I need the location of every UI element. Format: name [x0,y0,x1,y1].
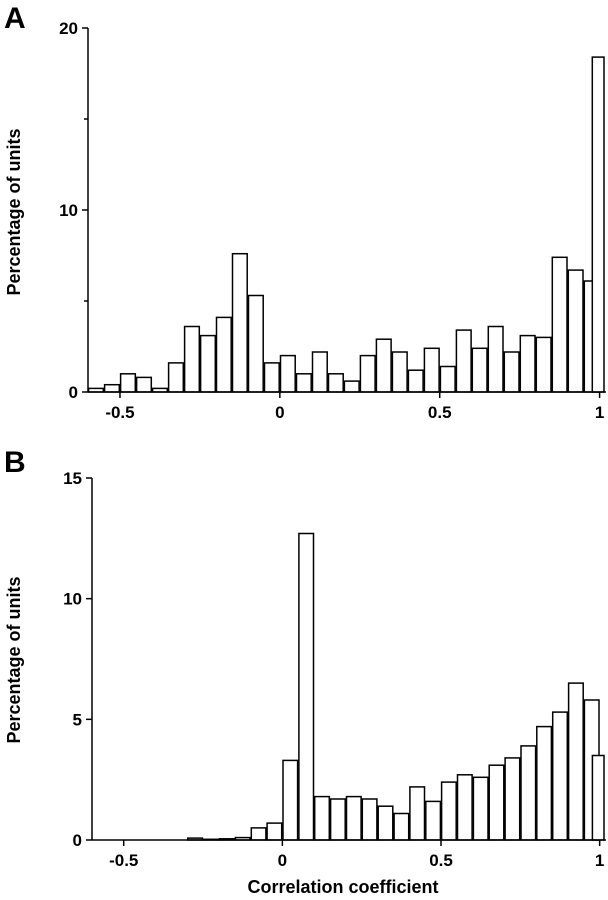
bar-b-26 [504,757,521,841]
x-axis-label-b: Correlation coefficient [247,877,438,897]
y-axis-label-b: Percentage of units [4,576,24,743]
y-tick-label-a-1: 10 [59,201,78,220]
bars-b [187,532,605,841]
bar-a-15 [327,373,344,393]
bar-a-16 [343,380,360,393]
bar-b-30 [567,682,584,841]
panel-b: B Percentage of units Correlation coeffi… [4,446,606,897]
bar-b-21 [425,800,442,841]
bar-b-20 [409,786,426,841]
bar-b-13 [298,532,315,841]
panel-letter-a: A [4,2,26,35]
bar-a-8 [215,316,232,393]
panel-a: A Percentage of units 0 10 20 -0.5 0 0.5 1 [4,2,606,422]
bar-a-22 [439,365,456,393]
bar-b-11 [266,822,283,841]
bar-a-6 [183,325,201,393]
bar-b-10 [250,827,267,841]
bar-a-32 [591,56,605,393]
bar-b-12 [282,759,299,841]
bar-a-18 [375,338,392,393]
bar-b-17 [361,798,378,841]
bar-a-25 [487,325,504,393]
bar-a-11 [263,362,280,393]
bar-a-30 [567,269,584,393]
bar-b-15 [329,798,346,841]
bars-a [87,56,605,393]
y-tick-label-b-2: 10 [63,590,82,609]
axes-a: 0 10 20 -0.5 0 0.5 1 [59,19,606,422]
x-tick-label-b-3: 1 [595,851,604,870]
bar-b-14 [313,795,331,841]
x-tick-label-a-3: 1 [595,403,604,422]
x-tick-label-b-0: -0.5 [109,851,138,870]
y-axis-label-a: Percentage of units [4,128,24,295]
axes-b: 0 5 10 15 -0.5 0 0.5 1 [63,469,606,870]
bar-b-32 [591,754,605,841]
bar-a-28 [535,336,552,393]
bar-b-24 [472,776,489,841]
bar-a-29 [551,256,568,393]
bar-a-24 [471,347,488,393]
x-tick-label-b-1: 0 [278,851,287,870]
y-tick-label-a-2: 20 [59,19,78,38]
y-tick-label-b-0: 0 [73,831,82,850]
panel-letter-b: B [4,446,26,479]
bar-a-27 [519,334,536,393]
y-tick-label-b-1: 5 [73,710,82,729]
bar-a-3 [135,376,153,393]
bar-a-9 [231,252,248,393]
bar-b-29 [551,711,569,841]
x-tick-label-b-2: 0.5 [429,851,453,870]
bar-b-22 [440,781,457,841]
bar-b-28 [536,725,553,841]
bar-a-19 [391,351,408,393]
bar-a-5 [167,362,185,393]
bar-a-14 [311,351,328,393]
bar-b-16 [345,795,362,841]
bar-a-12 [279,354,296,393]
bar-a-17 [359,354,376,393]
bar-a-2 [119,373,137,393]
y-tick-label-b-3: 15 [63,469,82,488]
bar-a-23 [455,329,472,393]
bar-a-1 [103,383,121,393]
y-tick-label-a-0: 0 [69,383,78,402]
bar-b-19 [393,812,410,841]
bar-a-7 [199,334,217,393]
bar-b-23 [456,774,473,841]
bar-a-10 [247,294,264,393]
bar-a-20 [407,369,424,393]
x-tick-label-a-0: -0.5 [105,403,134,422]
bar-a-13 [295,373,312,393]
bar-b-27 [520,745,537,841]
bar-b-18 [377,805,394,841]
x-tick-label-a-2: 0.5 [428,403,452,422]
bar-a-26 [503,351,520,393]
x-tick-label-a-1: 0 [275,403,284,422]
bar-b-25 [488,764,505,841]
bar-a-21 [423,347,440,393]
